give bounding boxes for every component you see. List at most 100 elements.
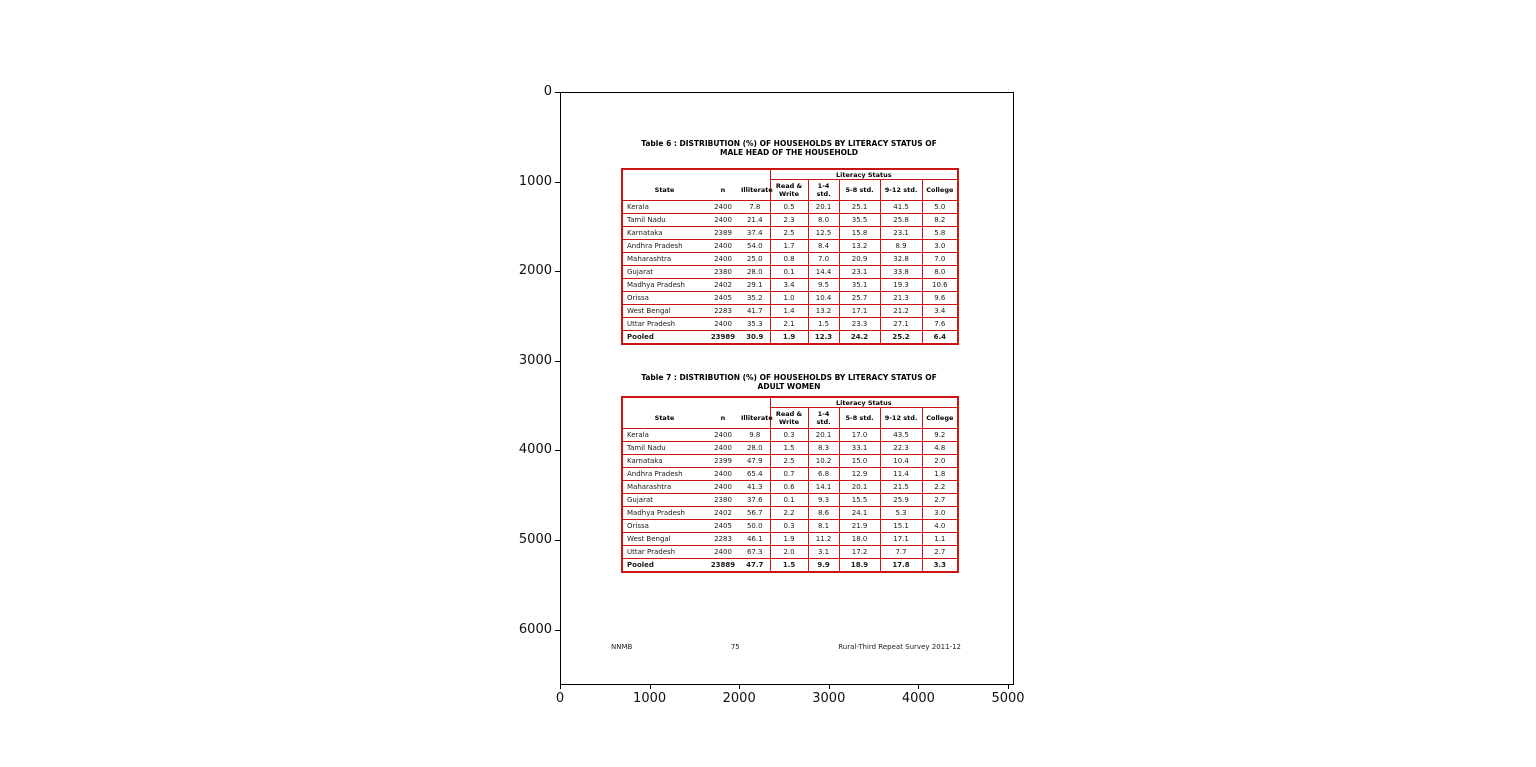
value-cell: 12.9 <box>838 467 881 481</box>
value-cell: 0.3 <box>769 428 809 442</box>
value-cell: 0.7 <box>769 467 809 481</box>
value-cell: 3.1 <box>807 545 840 559</box>
value-cell: 14.4 <box>807 265 840 279</box>
value-cell: 1.1 <box>921 532 959 546</box>
value-cell: 2405 <box>706 291 740 305</box>
y-tick-mark <box>555 271 560 273</box>
value-cell: 47.9 <box>740 454 771 468</box>
state-cell: Uttar Pradesh <box>622 545 706 559</box>
y-tick-mark <box>555 92 560 93</box>
table-row: Pooled 23989 30.9 1.9 12.3 24.2 25.2 6.4 <box>622 330 959 344</box>
value-cell: 35.5 <box>838 213 881 227</box>
state-cell: Pooled <box>622 558 706 572</box>
y-tick-mark <box>555 450 560 452</box>
literacy-status-group-header: Literacy Status <box>769 169 959 180</box>
value-cell: 0.6 <box>769 480 809 494</box>
x-tick-mark <box>649 684 651 689</box>
value-cell: 2400 <box>706 317 740 331</box>
value-cell: 6.4 <box>921 330 959 344</box>
value-cell: 24.2 <box>838 330 881 344</box>
value-cell: 33.8 <box>879 265 923 279</box>
value-cell: 67.3 <box>740 545 771 559</box>
col-header-1-4-std: 1-4 std. <box>807 179 840 201</box>
value-cell: 1.9 <box>769 330 809 344</box>
value-cell: 8.0 <box>921 265 959 279</box>
value-cell: 20.1 <box>807 428 840 442</box>
value-cell: 24.1 <box>838 506 881 520</box>
value-cell: 1.7 <box>769 239 809 253</box>
y-tick-mark <box>555 540 560 541</box>
footer-page-number: 75 <box>730 643 740 651</box>
value-cell: 2400 <box>706 252 740 266</box>
value-cell: 10.4 <box>879 454 923 468</box>
table-row: Karnataka 2389 37.4 2.5 12.5 15.8 23.1 5.8 <box>622 226 959 240</box>
value-cell: 2405 <box>706 519 740 533</box>
value-cell: 9.8 <box>740 428 771 442</box>
y-tick-label: 3000 <box>518 352 552 368</box>
table-row: Maharashtra 2400 25.0 0.8 7.0 20.9 32.8 7.0 <box>622 252 959 266</box>
table7-title: Table 7 : DISTRIBUTION (%) OF HOUSEHOLDS… <box>621 373 957 391</box>
col-header-5-8-std: 5-8 std. <box>838 407 881 429</box>
value-cell: 25.1 <box>838 200 881 214</box>
value-cell: 54.0 <box>740 239 771 253</box>
value-cell: 12.3 <box>807 330 840 344</box>
value-cell: 17.2 <box>838 545 881 559</box>
table-row: Tamil Nadu 2400 21.4 2.3 8.0 35.5 25.8 8.2 <box>622 213 959 227</box>
value-cell: 2.7 <box>921 545 959 559</box>
value-cell: 25.2 <box>879 330 923 344</box>
x-tick-mark <box>1008 684 1009 689</box>
state-cell: Uttar Pradesh <box>622 317 706 331</box>
value-cell: 9.2 <box>921 428 959 442</box>
state-cell: Gujarat <box>622 493 706 507</box>
table-row: Tamil Nadu 2400 28.0 1.5 8.3 33.1 22.3 4.8 <box>622 441 959 455</box>
value-cell: 35.2 <box>740 291 771 305</box>
state-cell: Maharashtra <box>622 252 706 266</box>
value-cell: 9.3 <box>807 493 840 507</box>
table-row: Maharashtra 2400 41.3 0.6 14.1 20.1 21.5 2.2 <box>622 480 959 494</box>
value-cell: 35.1 <box>838 278 881 292</box>
value-cell: 0.3 <box>769 519 809 533</box>
col-header-5-8-std: 5-8 std. <box>838 179 881 201</box>
value-cell: 3.3 <box>921 558 959 572</box>
value-cell: 2380 <box>706 493 740 507</box>
footer-left-text: NNMB <box>611 643 633 651</box>
page-footer: NNMB 75 Rural-Third Repeat Survey 2011-1… <box>611 643 961 651</box>
literacy-status-group-header: Literacy Status <box>769 397 959 408</box>
value-cell: 2400 <box>706 480 740 494</box>
table-row: Kerala 2400 7.8 0.5 20.1 25.1 41.5 5.0 <box>622 200 959 214</box>
y-tick-mark <box>555 181 560 183</box>
value-cell: 2400 <box>706 545 740 559</box>
x-tick-label: 4000 <box>901 691 935 706</box>
y-tick-label: 5000 <box>518 532 552 547</box>
value-cell: 17.0 <box>838 428 881 442</box>
value-cell: 25.0 <box>740 252 771 266</box>
y-tick-mark <box>555 360 560 362</box>
value-cell: 27.1 <box>879 317 923 331</box>
value-cell: 21.3 <box>879 291 923 305</box>
value-cell: 6.8 <box>807 467 840 481</box>
value-cell: 19.3 <box>879 278 923 292</box>
value-cell: 8.4 <box>807 239 840 253</box>
value-cell: 7.0 <box>807 252 840 266</box>
value-cell: 3.0 <box>921 506 959 520</box>
value-cell: 4.0 <box>921 519 959 533</box>
state-cell: Karnataka <box>622 226 706 240</box>
value-cell: 25.7 <box>838 291 881 305</box>
col-header-state: State <box>654 413 675 422</box>
y-tick-label: 1000 <box>518 173 552 189</box>
table-row: Madhya Pradesh 2402 29.1 3.4 9.5 35.1 19.3 10.6 <box>622 278 959 292</box>
footer-right-text: Rural-Third Repeat Survey 2011-12 <box>838 643 961 651</box>
value-cell: 47.7 <box>740 558 771 572</box>
col-header-illiterate: Illiterate <box>741 185 773 194</box>
value-cell: 23.1 <box>838 265 881 279</box>
value-cell: 9.9 <box>807 558 840 572</box>
value-cell: 28.0 <box>740 441 771 455</box>
value-cell: 14.1 <box>807 480 840 494</box>
value-cell: 2400 <box>706 428 740 442</box>
state-cell: Andhra Pradesh <box>622 239 706 253</box>
value-cell: 2283 <box>706 532 740 546</box>
x-tick-mark <box>918 684 920 689</box>
value-cell: 43.5 <box>879 428 923 442</box>
table-row: Uttar Pradesh 2400 67.3 2.0 3.1 17.2 7.7 2.7 <box>622 545 959 559</box>
state-cell: West Bengal <box>622 532 706 546</box>
